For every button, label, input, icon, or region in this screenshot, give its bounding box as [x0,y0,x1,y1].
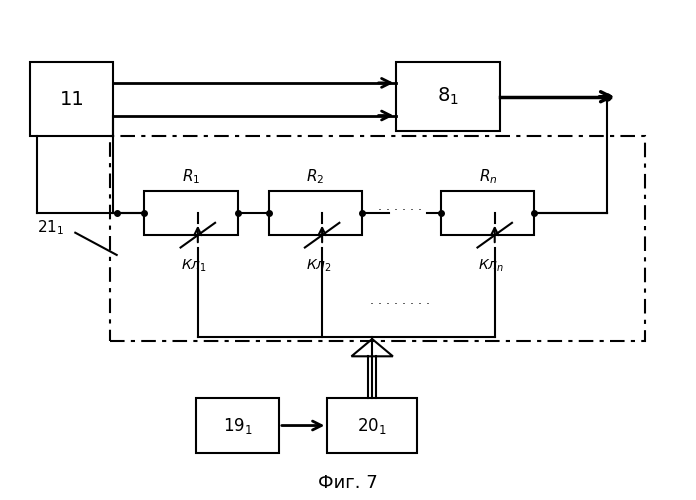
Text: 11: 11 [59,90,84,108]
Bar [441,190,535,235]
Text: $20_1$: $20_1$ [357,416,387,436]
Bar [31,62,113,136]
Text: $Кл_2$: $Кл_2$ [306,258,331,274]
Text: $19_1$: $19_1$ [223,416,253,436]
Text: Фиг. 7: Фиг. 7 [318,474,378,492]
Text: $R_n$: $R_n$ [479,167,497,186]
Text: · · · · · · · ·: · · · · · · · · [370,298,430,311]
Text: $R_2$: $R_2$ [306,167,324,186]
Bar [327,398,417,452]
Text: $Кл_1$: $Кл_1$ [182,258,207,274]
Bar [196,398,279,452]
Text: $Кл_n$: $Кл_n$ [478,258,505,274]
Text: $21_1$: $21_1$ [38,218,65,237]
Text: $R_1$: $R_1$ [182,167,200,186]
Bar [110,136,645,342]
Text: · · · · · ·: · · · · · · [378,204,422,217]
Bar [396,62,500,132]
Bar [144,190,237,235]
Text: $8_1$: $8_1$ [437,86,459,108]
Bar [269,190,362,235]
